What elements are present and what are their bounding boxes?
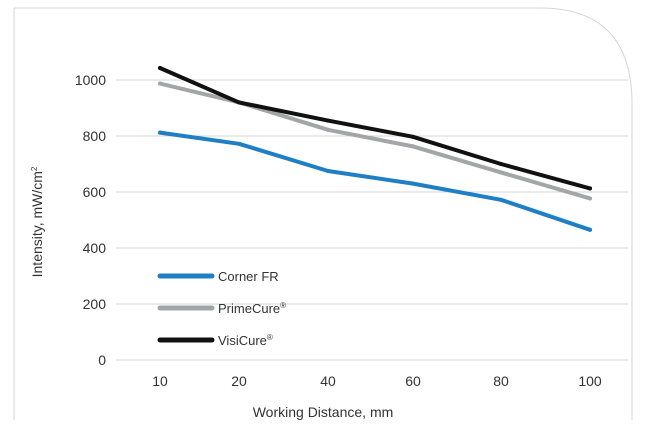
data-point	[499, 162, 503, 166]
legend-label: PrimeCure®	[218, 301, 286, 316]
data-point	[237, 100, 241, 105]
data-point	[588, 227, 592, 232]
x-tick-label: 60	[405, 373, 421, 389]
y-tick-label: 400	[83, 240, 107, 256]
legend-label-text: Corner FR	[218, 269, 279, 284]
y-axis-title: Intensity, mW/cm2	[29, 166, 45, 277]
x-tick-label: 100	[578, 373, 602, 389]
series-line-0	[158, 130, 592, 232]
data-point	[326, 127, 330, 132]
x-axis-title: Working Distance, mm	[253, 404, 394, 420]
x-tick-label: 10	[152, 373, 168, 389]
y-axis-title-superscript: 2	[30, 166, 39, 171]
series-line-1	[158, 81, 592, 201]
data-point	[499, 170, 503, 175]
data-point	[158, 130, 162, 135]
data-point	[588, 196, 592, 201]
data-point	[499, 197, 503, 202]
data-point	[237, 141, 241, 146]
data-point	[158, 65, 162, 70]
data-point	[411, 144, 415, 149]
legend-label: VisiCure®	[218, 333, 273, 348]
x-tick-labels: 10 20 40 60 80 100	[152, 373, 602, 389]
legend-label: Corner FR	[218, 269, 279, 284]
grid	[116, 79, 628, 361]
data-point	[411, 134, 415, 139]
x-tick-label: 80	[493, 373, 509, 389]
x-tick-label: 40	[320, 373, 336, 389]
registered-mark: ®	[267, 333, 273, 342]
data-point	[411, 181, 415, 186]
y-tick-label: 800	[83, 128, 107, 144]
data-point	[588, 186, 592, 191]
card-outline	[13, 7, 633, 420]
data-point	[326, 169, 330, 173]
registered-mark: ®	[280, 301, 286, 310]
y-axis-title-text: Intensity, mW/cm	[29, 171, 45, 277]
data-point	[326, 118, 330, 123]
series-line-2	[158, 66, 592, 191]
data-point	[158, 81, 162, 86]
y-tick-label: 0	[98, 352, 106, 368]
y-tick-labels: 0 200 400 600 800 1000	[75, 72, 106, 368]
y-tick-label: 1000	[75, 72, 106, 88]
legend-label-text: PrimeCure	[218, 301, 280, 316]
y-tick-label: 200	[83, 296, 107, 312]
legend-label-text: VisiCure	[218, 333, 267, 348]
y-tick-label: 600	[83, 184, 107, 200]
series-lines	[158, 65, 592, 232]
x-tick-label: 20	[231, 373, 247, 389]
